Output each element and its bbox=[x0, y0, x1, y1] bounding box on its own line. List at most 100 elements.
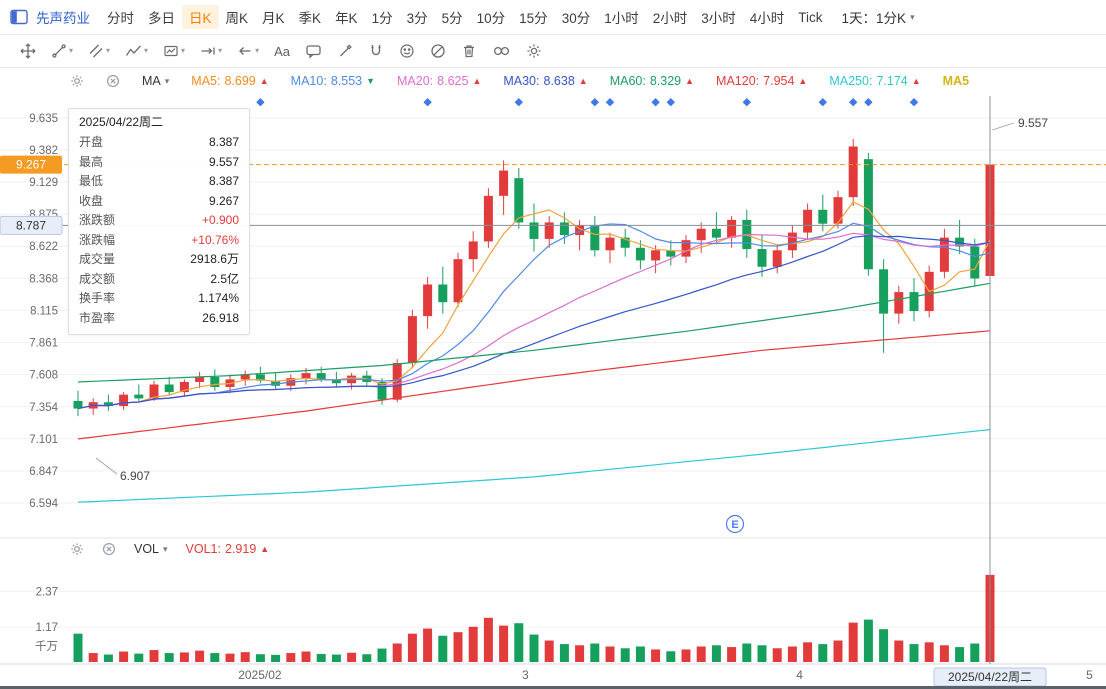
tab-tick[interactable]: Tick bbox=[798, 9, 823, 25]
ma-indicator-row: MA ▾ MA5: 8.699 ▲ MA10: 8.553 ▼ MA20: 8.625 ▲ … bbox=[70, 74, 1102, 88]
close-indicator-icon[interactable] bbox=[106, 74, 120, 88]
vol-indicator-dropdown[interactable]: VOL ▾ bbox=[134, 542, 168, 556]
svg-text:9.129: 9.129 bbox=[29, 177, 58, 189]
svg-text:1.17: 1.17 bbox=[36, 622, 58, 634]
stock-name[interactable]: 先声药业 bbox=[36, 11, 90, 26]
ray-tool-icon[interactable]: ▾ bbox=[200, 43, 222, 59]
tab-5min[interactable]: 5分 bbox=[441, 11, 463, 26]
text-tool-icon[interactable]: Aa bbox=[274, 43, 290, 59]
wave-tool-icon[interactable]: ▾ bbox=[125, 43, 148, 59]
link-charts-tool-icon[interactable] bbox=[492, 43, 511, 59]
ma-indicator-dropdown[interactable]: MA ▾ bbox=[142, 74, 170, 88]
drawing-settings-gear-icon[interactable] bbox=[526, 43, 542, 59]
svg-text:2.37: 2.37 bbox=[36, 586, 58, 598]
ma60-value: MA60: 8.329 ▲ bbox=[609, 74, 695, 88]
svg-text:8.115: 8.115 bbox=[30, 305, 58, 317]
svg-text:8.622: 8.622 bbox=[29, 241, 58, 253]
tooltip-row: 收盘 9.267 bbox=[79, 193, 239, 208]
tab-1min[interactable]: 1分 bbox=[371, 11, 393, 26]
ma-line-MA120 bbox=[77, 330, 991, 440]
chevron-down-icon: ▾ bbox=[164, 75, 170, 86]
svg-text:6.594: 6.594 bbox=[29, 498, 58, 510]
chevron-down-icon: ▾ bbox=[106, 46, 111, 55]
tab-2hour[interactable]: 2小时 bbox=[652, 11, 688, 26]
down-triangle-icon: ▼ bbox=[366, 75, 376, 86]
channel-tool-icon[interactable]: ▾ bbox=[88, 43, 110, 59]
svg-text:7.354: 7.354 bbox=[29, 402, 58, 414]
delete-drawings-tool-icon[interactable] bbox=[461, 43, 477, 59]
tab-monthly-k[interactable]: 月K bbox=[262, 11, 285, 26]
comment-tool-icon[interactable] bbox=[305, 43, 322, 59]
move-tool-icon[interactable] bbox=[20, 43, 36, 59]
ma-overflow-label: MA5 bbox=[942, 74, 970, 88]
hide-drawings-tool-icon[interactable] bbox=[430, 43, 446, 59]
panel-layout-icon[interactable] bbox=[10, 9, 28, 25]
tooltip-row: 成交量 2918.6万 bbox=[79, 252, 239, 266]
ma250-value: MA250: 7.174 ▲ bbox=[829, 74, 921, 88]
tab-1hour[interactable]: 1小时 bbox=[604, 11, 639, 26]
indicator-settings-gear-icon[interactable] bbox=[70, 74, 84, 88]
ma-line-MA5 bbox=[77, 201, 991, 410]
ma20-value: MA20: 8.625 ▲ bbox=[397, 74, 482, 88]
tab-4hour[interactable]: 4小时 bbox=[749, 11, 785, 26]
up-triangle-icon: ▲ bbox=[798, 75, 808, 86]
undo-arrow-tool-icon[interactable]: ▾ bbox=[237, 43, 259, 59]
tab-quarterly-k[interactable]: 季K bbox=[298, 11, 322, 26]
tab-intraday[interactable]: 分时 bbox=[107, 11, 134, 26]
close-indicator-icon[interactable] bbox=[102, 542, 116, 556]
svg-text:E: E bbox=[731, 519, 738, 531]
chevron-down-icon: ▾ bbox=[163, 543, 168, 554]
trendline-tool-icon[interactable]: ▾ bbox=[51, 43, 73, 59]
svg-text:9.557: 9.557 bbox=[1018, 116, 1048, 130]
svg-text:3: 3 bbox=[522, 668, 529, 682]
up-triangle-icon: ▲ bbox=[578, 75, 588, 86]
svg-text:9.382: 9.382 bbox=[29, 145, 58, 157]
pencil-tool-icon[interactable] bbox=[337, 43, 353, 59]
sticker-tool-icon[interactable] bbox=[399, 43, 415, 59]
tab-10min[interactable]: 10分 bbox=[476, 11, 506, 26]
up-triangle-icon: ▲ bbox=[260, 543, 270, 554]
ma10-value: MA10: 8.553 ▼ bbox=[290, 74, 376, 88]
tab-15min[interactable]: 15分 bbox=[519, 11, 548, 26]
svg-text:8.787: 8.787 bbox=[16, 218, 46, 232]
svg-text:2025/04/22周二: 2025/04/22周二 bbox=[948, 670, 1032, 684]
svg-text:4: 4 bbox=[796, 668, 803, 682]
tooltip-row: 涨跌额 +0.900 bbox=[79, 213, 239, 227]
price-annotations: 9.557 6.907 bbox=[95, 116, 1048, 483]
tab-weekly-k[interactable]: 周K bbox=[225, 11, 249, 26]
chevron-down-icon: ▾ bbox=[181, 46, 186, 55]
vol-indicator-row: VOL ▾ VOL1: 2.919 ▲ bbox=[70, 542, 269, 556]
ohlc-tooltip: 2025/04/22周二 开盘 8.387 最高 9.557 最低 8.387 收盘 9… bbox=[68, 108, 250, 335]
up-triangle-icon: ▲ bbox=[259, 75, 269, 86]
tooltip-row: 市盈率 26.918 bbox=[79, 310, 239, 325]
custom-period-selector[interactable]: 1天：1分K ▾ bbox=[842, 7, 915, 27]
ma-lines-layer bbox=[77, 201, 991, 503]
pattern-tool-icon[interactable]: ▾ bbox=[163, 43, 185, 59]
chevron-down-icon: ▾ bbox=[218, 46, 223, 55]
tab-yearly-k[interactable]: 年K bbox=[335, 11, 358, 26]
tab-3hour[interactable]: 3小时 bbox=[701, 11, 736, 26]
tab-multiday[interactable]: 多日 bbox=[148, 11, 175, 26]
tooltip-row: 最低 8.387 bbox=[79, 174, 239, 188]
tab-30min[interactable]: 30分 bbox=[561, 11, 591, 26]
tab-3min[interactable]: 3分 bbox=[406, 11, 428, 26]
tooltip-row: 成交额 2.5亿 bbox=[79, 271, 239, 286]
svg-text:7.861: 7.861 bbox=[29, 338, 58, 350]
event-markers[interactable] bbox=[256, 98, 919, 107]
chart-area[interactable]: 9.635 9.382 9.129 8.875 8.622 8.368 8.115 7.861… bbox=[0, 68, 1106, 689]
earnings-marker[interactable]: E bbox=[725, 514, 745, 534]
svg-text:千万: 千万 bbox=[35, 640, 58, 653]
indicator-settings-gear-icon[interactable] bbox=[70, 542, 84, 556]
chevron-down-icon: ▾ bbox=[144, 46, 149, 55]
ma5-value: MA5: 8.699 ▲ bbox=[191, 74, 269, 88]
svg-text:9.635: 9.635 bbox=[29, 113, 58, 125]
svg-text:6.847: 6.847 bbox=[29, 466, 58, 478]
bottom-panel-edge bbox=[0, 686, 1106, 689]
magnet-tool-icon[interactable] bbox=[368, 43, 384, 59]
up-triangle-icon: ▲ bbox=[685, 75, 695, 86]
tab-daily-k[interactable]: 日K bbox=[182, 5, 219, 29]
tooltip-row: 开盘 8.387 bbox=[79, 135, 239, 149]
drawing-toolbar: ▾ ▾ ▾ ▾ ▾ ▾ Aa bbox=[0, 35, 1106, 68]
ma-line-MA250 bbox=[77, 429, 991, 503]
